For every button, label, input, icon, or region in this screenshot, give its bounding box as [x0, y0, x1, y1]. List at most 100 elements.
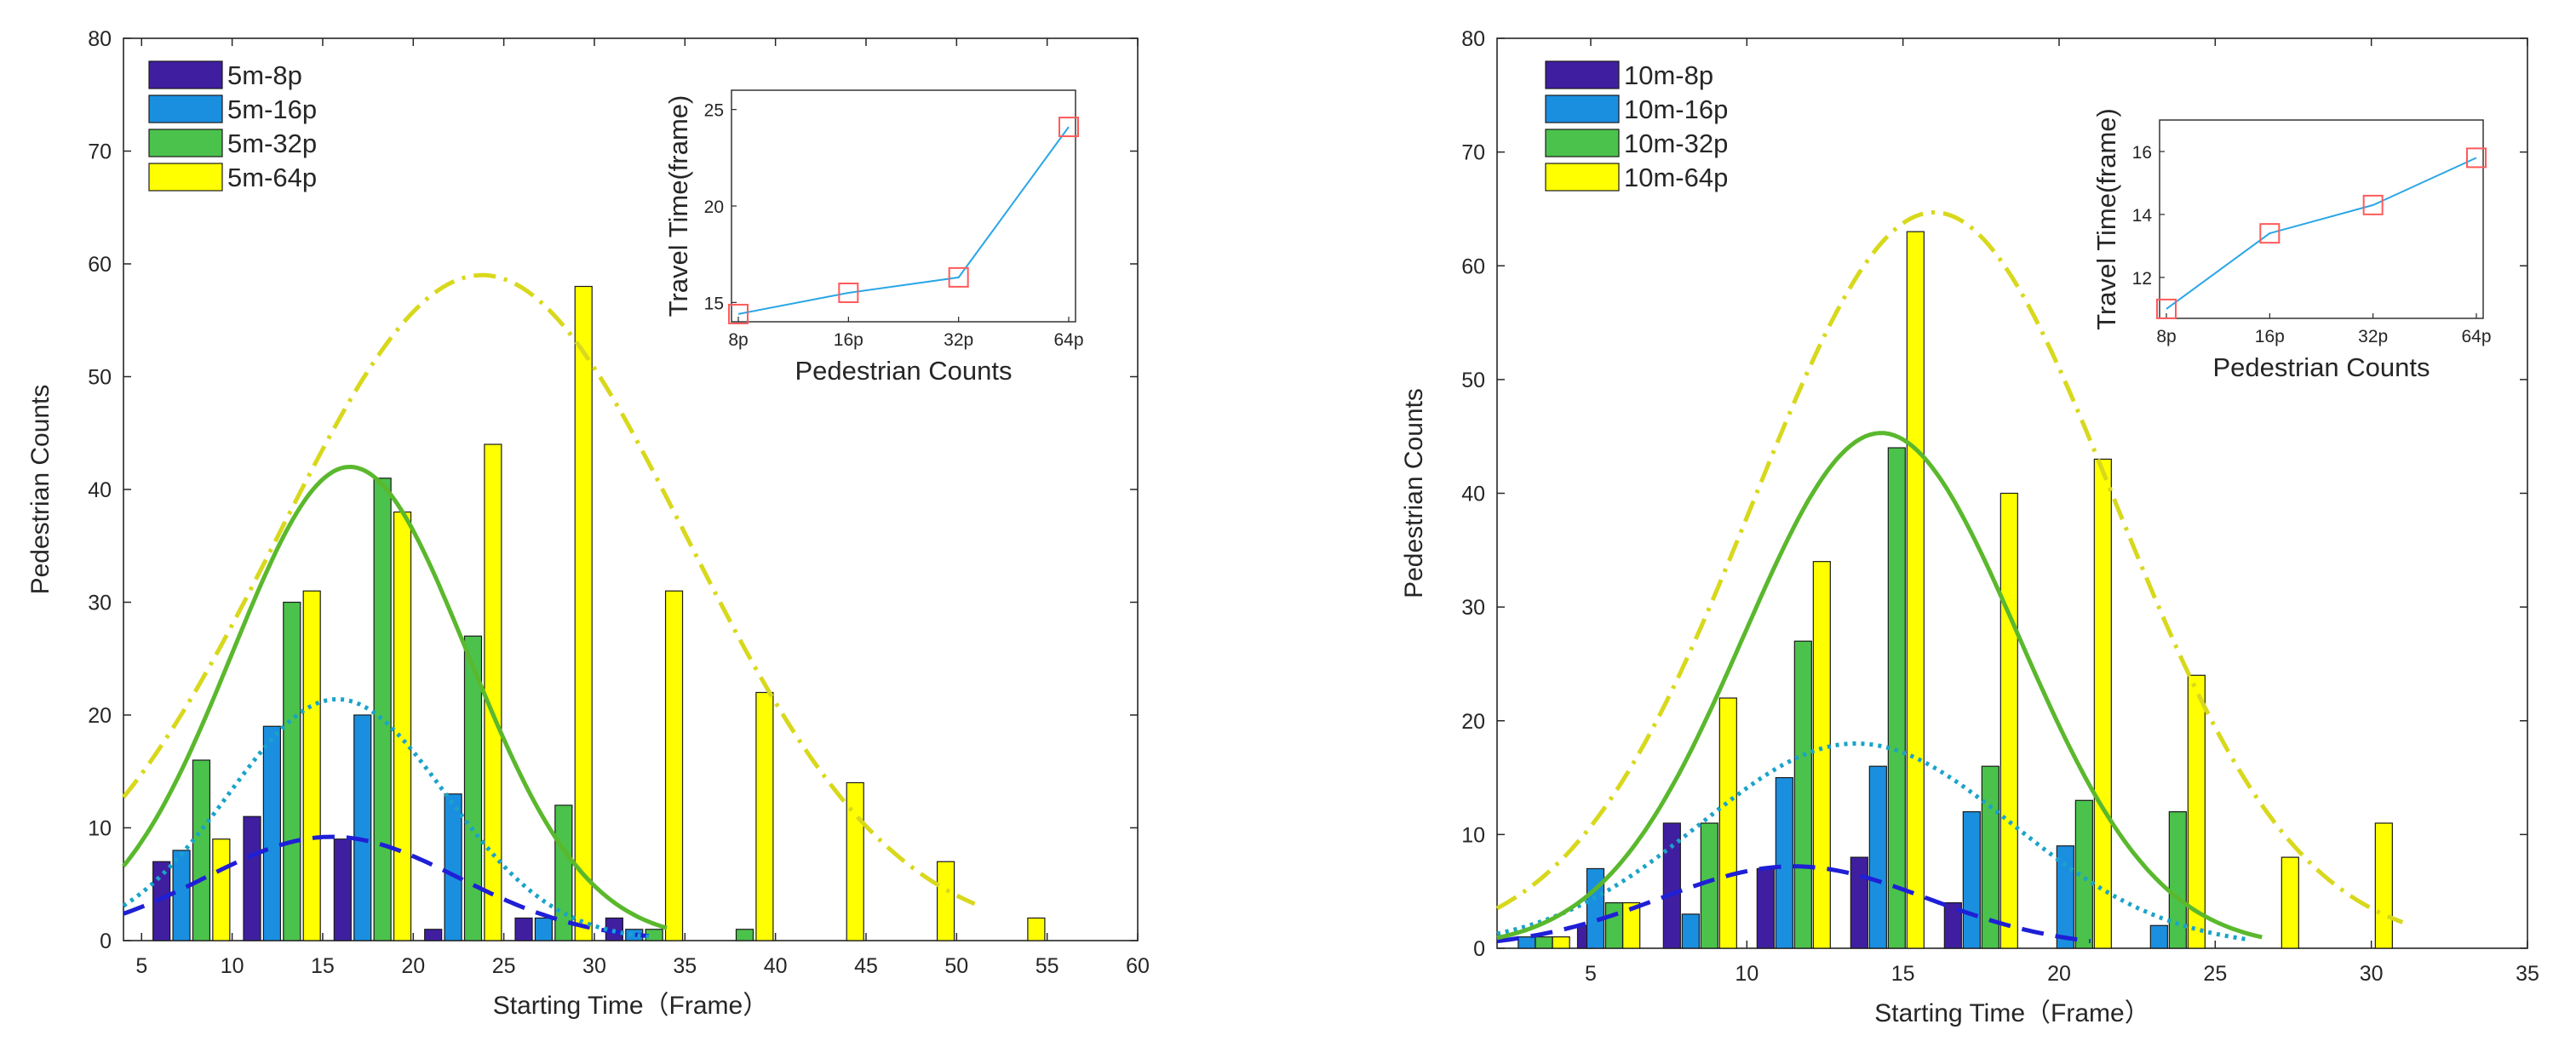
- inset-y-tick-label: 25: [704, 101, 724, 121]
- bar-10m-16p: [1868, 765, 1887, 949]
- bar-10m-64p: [1906, 231, 1925, 949]
- x-axis-label: Starting Time（Frame）: [1874, 999, 2149, 1027]
- bar-5m-16p: [534, 917, 554, 941]
- y-tick-label: 70: [88, 140, 112, 164]
- inset-x-tick-label: 16p: [834, 330, 863, 350]
- fit-curve-5m-64p: [122, 272, 976, 907]
- y-tick-label: 10: [88, 817, 112, 841]
- y-tick-label: 80: [1461, 27, 1485, 51]
- inset-y-tick-label: 15: [704, 294, 724, 313]
- inset-marker-8p: [728, 303, 749, 324]
- inset-x-tick-label: 32p: [2358, 327, 2388, 346]
- x-tick-label: 45: [854, 954, 878, 978]
- bar-10m-32p: [1535, 936, 1553, 949]
- bar-5m-16p: [444, 793, 462, 941]
- bar-5m-16p: [353, 714, 372, 941]
- y-tick-label: 30: [1461, 596, 1485, 620]
- inset-x-axis-label: Pedestrian Counts: [795, 356, 1012, 386]
- x-tick-label: 50: [944, 954, 968, 978]
- bar-10m-32p: [1700, 822, 1718, 949]
- bar-10m-32p: [1793, 640, 1812, 949]
- legend-label-10m-8p: 10m-8p: [1624, 60, 1713, 90]
- x-tick-label: 20: [401, 954, 425, 978]
- bar-10m-64p: [1622, 901, 1641, 949]
- bar-5m-16p: [172, 850, 191, 941]
- x-tick-label: 30: [2360, 962, 2384, 986]
- inset-x-tick-label: 8p: [2156, 327, 2176, 346]
- inset-y-tick-label: 20: [704, 197, 724, 217]
- x-tick-label: 25: [2203, 962, 2227, 986]
- bar-5m-16p: [262, 725, 281, 941]
- bar-5m-32p: [463, 635, 483, 941]
- bar-10m-16p: [1586, 867, 1605, 949]
- x-axis-label: Starting Time（Frame）: [493, 992, 768, 1020]
- inset-marker-32p: [2362, 194, 2384, 215]
- bar-10m-32p: [1981, 765, 1999, 949]
- inset-chart-10m: 8p 16p 32p 64p 12 14 16 Pedestrian Counts Travel…: [2091, 108, 2492, 382]
- bar-10m-32p: [1887, 447, 1906, 949]
- bar-10m-64p: [2187, 674, 2206, 949]
- x-tick-label: 15: [311, 954, 335, 978]
- bar-5m-64p: [484, 443, 502, 941]
- bar-5m-64p: [936, 861, 955, 941]
- bar-5m-64p: [574, 285, 593, 941]
- inset-marker-64p: [1059, 117, 1079, 138]
- fit-curve-10m-16p: [1496, 741, 2247, 941]
- x-tick-label: 60: [1126, 954, 1150, 978]
- x-tick-label: 20: [2047, 962, 2071, 986]
- bar-5m-64p: [212, 838, 231, 941]
- y-tick-label: 70: [1461, 141, 1485, 165]
- y-tick-label: 40: [88, 478, 112, 502]
- inset-x-tick-label: 16p: [2255, 327, 2285, 346]
- legend-label-5m-64p: 5m-64p: [227, 163, 317, 192]
- bar-5m-8p: [424, 929, 443, 941]
- bar-5m-8p: [333, 838, 352, 941]
- inset-marker-32p: [948, 266, 969, 288]
- inset-marker-16p: [2259, 223, 2281, 244]
- y-tick-label: 10: [1461, 823, 1485, 847]
- inset-y-axis-label: Travel Time(frame): [2091, 108, 2121, 330]
- legend-swatch-10m-32p: [1545, 129, 1620, 157]
- bar-10m-8p: [1662, 822, 1681, 949]
- bar-5m-32p: [735, 929, 754, 941]
- fit-curve-10m-64p: [1495, 209, 2404, 924]
- legend-swatch-5m-32p: [148, 129, 223, 157]
- bar-5m-64p: [302, 590, 321, 941]
- fit-curve-5m-32p: [122, 464, 668, 930]
- inset-y-tick-label: 12: [2132, 269, 2152, 289]
- fit-curve-5m-8p: [123, 834, 649, 939]
- bar-10m-64p: [2374, 822, 2393, 949]
- legend-swatch-5m-16p: [148, 94, 223, 123]
- legend-label-5m-8p: 5m-8p: [227, 60, 302, 90]
- x-tick-label: 35: [673, 954, 697, 978]
- inset-y-tick-label: 14: [2132, 206, 2153, 226]
- y-tick-label: 60: [1461, 255, 1485, 278]
- y-tick-label: 80: [88, 27, 112, 51]
- bar-10m-64p: [2281, 856, 2299, 949]
- x-tick-label: 5: [135, 954, 147, 978]
- y-axis-label: Pedestrian Counts: [1400, 388, 1428, 598]
- inset-y-axis-label: Travel Time(frame): [663, 95, 693, 318]
- y-tick-label: 60: [88, 253, 112, 277]
- legend-label-10m-64p: 10m-64p: [1624, 163, 1728, 192]
- legend-label-10m-16p: 10m-16p: [1624, 94, 1728, 124]
- bar-5m-64p: [664, 590, 684, 941]
- bar-5m-8p: [514, 917, 533, 941]
- bar-5m-64p: [393, 511, 412, 941]
- y-tick-label: 40: [1461, 483, 1485, 506]
- fit-curve-5m-16p: [122, 696, 650, 939]
- legend-swatch-5m-8p: [148, 60, 223, 89]
- bar-10m-32p: [1604, 901, 1624, 949]
- bar-10m-8p: [1756, 867, 1775, 949]
- bar-5m-32p: [192, 759, 211, 941]
- bar-10m-64p: [1552, 936, 1570, 949]
- x-tick-label: 30: [582, 954, 606, 978]
- bar-5m-64p: [1027, 917, 1046, 941]
- inset-frame: [731, 89, 1076, 323]
- y-tick-label: 50: [88, 366, 112, 390]
- bar-5m-32p: [283, 601, 301, 941]
- y-tick-label: 20: [1461, 710, 1485, 734]
- y-tick-label: 50: [1461, 369, 1485, 392]
- x-tick-label: 35: [2516, 962, 2539, 986]
- legend-label-10m-32p: 10m-32p: [1624, 129, 1728, 158]
